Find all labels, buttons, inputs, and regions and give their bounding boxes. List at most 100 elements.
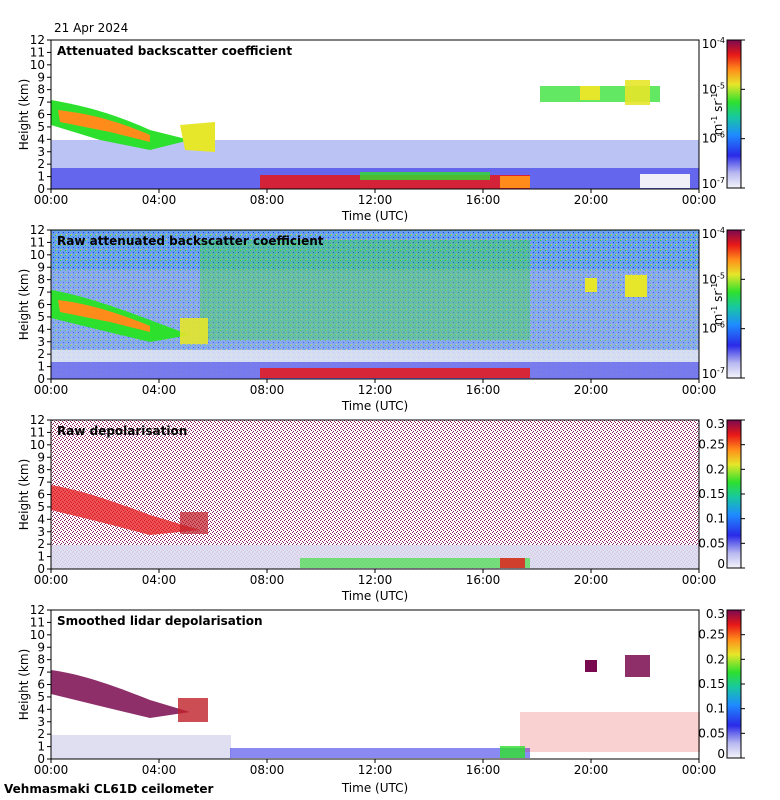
x-tick-label: 00:00 [34,383,69,397]
x-tick-label: 20:00 [574,383,609,397]
y-tick-label: 9 [37,640,45,654]
y-tick-label: 0 [37,372,45,386]
colorbar-tick-label: 10-4 [702,36,725,51]
footer-label: Vehmasmaki CL61D ceilometer [4,782,213,796]
y-tick-label: 0 [37,182,45,196]
y-tick-label: 6 [37,488,45,502]
colorbar-tick-label: 0.2 [706,462,725,476]
y-tick-label: 4 [37,132,45,146]
x-tick-label: 00:00 [682,383,717,397]
x-tick-label: 16:00 [466,763,501,777]
x-tick-label: 20:00 [574,193,609,207]
x-tick-label: 04:00 [142,193,177,207]
y-tick-label: 1 [37,170,45,184]
panel-4-ylabel: Height (km) [17,649,31,720]
y-tick-label: 8 [37,273,45,287]
colorbar-tick-label: 0.2 [706,652,725,666]
y-tick-label: 6 [37,298,45,312]
colorbar-tick-label: 0.3 [706,607,725,621]
panel-1-colorbar [726,39,742,189]
date-label: 21 Apr 2024 [54,21,128,35]
panel-1-colorbar-unit: m-1 sr-1 [710,93,725,136]
y-tick-label: 3 [37,715,45,729]
colorbar-tick-label: 10-7 [702,366,725,381]
y-tick-label: 9 [37,260,45,274]
x-tick-label: 00:00 [34,763,69,777]
colorbar-tick-label: 0.25 [698,438,725,452]
y-tick-label: 5 [37,690,45,704]
x-tick-label: 08:00 [250,573,285,587]
y-tick-label: 8 [37,653,45,667]
y-tick-label: 7 [37,285,45,299]
y-tick-label: 2 [37,157,45,171]
y-tick-label: 1 [37,740,45,754]
y-tick-label: 10 [30,58,45,72]
panel-4-colorbar [726,609,742,759]
colorbar-tick-label: 0.15 [698,487,725,501]
x-tick-label: 00:00 [682,763,717,777]
panel-2: Raw attenuated backscatter coefficient H… [17,223,745,413]
colorbar-tick-label: 0.25 [698,628,725,642]
y-tick-label: 12 [30,223,45,237]
y-tick-label: 5 [37,500,45,514]
panel-3-xlabel: Time (UTC) [341,589,408,603]
y-tick-label: 12 [30,603,45,617]
y-tick-label: 12 [30,33,45,47]
x-tick-label: 20:00 [574,763,609,777]
colorbar-tick-label: 10-5 [702,271,725,286]
x-tick-label: 00:00 [682,573,717,587]
panel-2-field [51,230,699,379]
x-tick-label: 16:00 [466,193,501,207]
colorbar-tick-label: 0.1 [706,512,725,526]
x-tick-label: 12:00 [358,383,393,397]
colorbar-tick-label: 0.3 [706,417,725,431]
panel-3-title: Raw depolarisation [57,424,187,438]
panel-4-field [51,610,700,759]
panel-1-ylabel: Height (km) [17,79,31,150]
x-tick-label: 12:00 [358,763,393,777]
colorbar-tick-label: 10-5 [702,81,725,96]
y-tick-label: 5 [37,310,45,324]
y-tick-label: 4 [37,702,45,716]
y-tick-label: 9 [37,450,45,464]
x-tick-label: 08:00 [250,763,285,777]
y-tick-label: 0 [37,752,45,766]
y-tick-label: 1 [37,360,45,374]
y-tick-label: 1 [37,550,45,564]
y-tick-label: 7 [37,665,45,679]
x-tick-label: 00:00 [682,193,717,207]
panel-4-title: Smoothed lidar depolarisation [57,614,263,628]
panel-1-title: Attenuated backscatter coefficient [57,44,292,58]
y-tick-label: 2 [37,537,45,551]
y-tick-label: 6 [37,108,45,122]
y-tick-label: 7 [37,475,45,489]
colorbar-tick-label: 10-6 [702,321,725,336]
y-tick-label: 7 [37,95,45,109]
y-tick-label: 4 [37,322,45,336]
y-tick-label: 11 [30,425,45,439]
y-tick-label: 0 [37,562,45,576]
x-tick-label: 08:00 [250,383,285,397]
y-tick-label: 10 [30,628,45,642]
panel-2-colorbar [726,229,742,379]
y-tick-label: 5 [37,120,45,134]
y-tick-label: 11 [30,235,45,249]
panel-3-colorbar [726,419,742,569]
x-tick-label: 16:00 [466,383,501,397]
colorbar-tick-label: 0.15 [698,677,725,691]
y-tick-label: 8 [37,83,45,97]
panel-2-title: Raw attenuated backscatter coefficient [57,234,324,248]
panel-2-colorbar-unit: m-1 sr-1 [710,283,725,326]
colorbar-tick-label: 0.1 [706,702,725,716]
x-tick-label: 04:00 [142,763,177,777]
colorbar-tick-label: 10-7 [702,176,725,191]
panel-2-xlabel: Time (UTC) [341,399,408,413]
y-tick-label: 2 [37,347,45,361]
panel-3: Raw depolarisation Height (km) Time (UTC… [17,413,745,603]
x-tick-label: 20:00 [574,573,609,587]
panel-4-xlabel: Time (UTC) [341,781,408,795]
y-tick-label: 10 [30,438,45,452]
panel-4: Smoothed lidar depolarisation Height (km… [17,603,745,795]
colorbar-tick-label: 10-6 [702,131,725,146]
